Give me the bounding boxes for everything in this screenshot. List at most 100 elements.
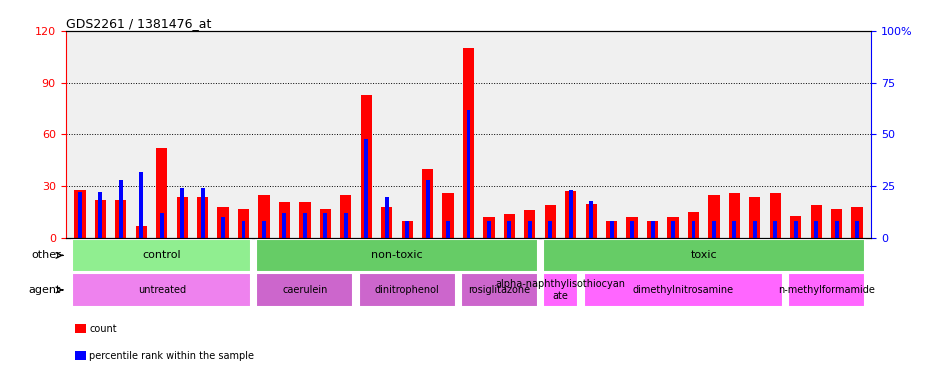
Bar <box>708 195 719 238</box>
Bar <box>262 222 266 238</box>
Text: GDS2261 / 1381476_at: GDS2261 / 1381476_at <box>66 17 211 30</box>
Bar <box>299 202 310 238</box>
Bar <box>749 197 760 238</box>
Bar <box>159 213 164 238</box>
Bar <box>772 222 777 238</box>
Bar <box>787 273 864 306</box>
Bar <box>583 273 782 306</box>
Bar <box>136 226 147 238</box>
Bar <box>564 191 576 238</box>
Bar <box>462 48 474 238</box>
Bar <box>650 222 654 238</box>
Bar <box>752 222 756 238</box>
Bar <box>461 273 537 306</box>
Bar <box>793 222 797 238</box>
Bar <box>483 217 494 238</box>
Bar <box>95 200 106 238</box>
Bar <box>139 172 143 238</box>
Bar <box>732 222 736 238</box>
Bar <box>810 205 821 238</box>
Bar <box>74 190 85 238</box>
Bar <box>630 222 634 238</box>
Bar <box>238 209 249 238</box>
Bar <box>385 197 388 238</box>
Bar <box>544 205 555 238</box>
Bar <box>381 207 392 238</box>
Bar <box>687 212 698 238</box>
Bar <box>256 273 353 306</box>
Bar <box>156 148 168 238</box>
Text: percentile rank within the sample: percentile rank within the sample <box>89 351 254 361</box>
Bar <box>666 217 678 238</box>
Bar <box>72 273 251 306</box>
Bar <box>609 222 613 238</box>
Bar <box>72 239 251 272</box>
Bar <box>364 139 368 238</box>
Bar <box>402 221 413 238</box>
Bar <box>670 222 674 238</box>
Text: other: other <box>31 250 61 260</box>
Bar <box>851 207 862 238</box>
Bar <box>258 195 270 238</box>
Bar <box>523 210 534 238</box>
Text: non-toxic: non-toxic <box>371 250 422 260</box>
Bar <box>446 222 449 238</box>
Bar <box>98 192 102 238</box>
Text: dimethylnitrosamine: dimethylnitrosamine <box>632 285 733 295</box>
Text: count: count <box>89 324 116 334</box>
Bar <box>711 222 715 238</box>
Bar <box>421 169 432 238</box>
Bar <box>279 202 290 238</box>
Bar <box>221 217 225 238</box>
Bar <box>358 273 455 306</box>
Bar <box>855 222 858 238</box>
Bar <box>548 222 551 238</box>
Bar <box>504 214 515 238</box>
Bar <box>691 222 695 238</box>
Bar <box>442 193 453 238</box>
Bar <box>527 222 532 238</box>
Text: n-methylformamide: n-methylformamide <box>777 285 874 295</box>
Text: rosiglitazone: rosiglitazone <box>468 285 530 295</box>
Bar <box>425 180 429 238</box>
Bar <box>256 239 537 272</box>
Bar <box>646 221 657 238</box>
Bar <box>78 192 81 238</box>
Bar <box>180 188 184 238</box>
Bar <box>115 200 126 238</box>
Bar <box>466 109 470 238</box>
Bar <box>323 213 327 238</box>
Bar <box>568 190 572 238</box>
Bar <box>585 204 596 238</box>
Bar <box>830 209 841 238</box>
Bar <box>344 213 347 238</box>
Bar <box>319 209 330 238</box>
Bar <box>606 221 617 238</box>
Bar <box>176 197 187 238</box>
Bar <box>241 222 245 238</box>
Bar <box>302 213 306 238</box>
Text: control: control <box>142 250 181 260</box>
Text: agent: agent <box>28 285 61 295</box>
Text: untreated: untreated <box>138 285 185 295</box>
Bar <box>626 217 637 238</box>
Bar <box>768 193 780 238</box>
Bar <box>200 188 204 238</box>
Bar <box>507 222 511 238</box>
Text: caerulein: caerulein <box>282 285 328 295</box>
Bar <box>728 193 739 238</box>
Bar <box>542 273 578 306</box>
Bar <box>589 201 592 238</box>
Bar <box>487 222 490 238</box>
Bar <box>197 197 208 238</box>
Bar <box>119 180 123 238</box>
Bar <box>282 213 286 238</box>
Bar <box>542 239 864 272</box>
Text: toxic: toxic <box>690 250 716 260</box>
Bar <box>360 94 372 238</box>
Text: dinitrophenol: dinitrophenol <box>374 285 439 295</box>
Bar <box>340 195 351 238</box>
Bar <box>834 222 838 238</box>
Bar <box>404 222 409 238</box>
Bar <box>217 207 228 238</box>
